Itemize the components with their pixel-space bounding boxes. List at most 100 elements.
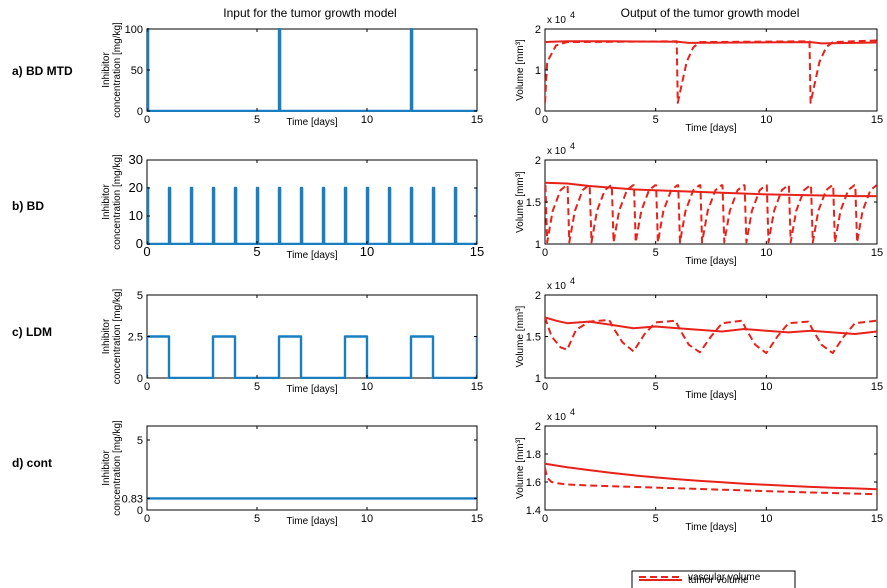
y-tick-label: 0 [535, 106, 541, 118]
data-layer [147, 335, 477, 379]
y-tick-label: 1.5 [526, 197, 541, 209]
y-axis-label: Volume [mm³] [515, 305, 526, 367]
y-tick-label: 1.8 [526, 449, 541, 461]
axes-frame [146, 159, 478, 245]
x-tick-label: 15 [871, 381, 883, 393]
y-tick-label: 10 [129, 208, 143, 223]
y-axis-label: Inhibitorconcentration [mg/kg] [101, 22, 123, 118]
x-tick-label: 0 [144, 114, 150, 126]
y-tick-label: 1 [535, 239, 541, 251]
row-label-b: b) BD [12, 199, 44, 213]
x-tick-label: 15 [871, 114, 883, 126]
x-tick-label: 5 [254, 114, 260, 126]
output-column-title: Output of the tumor growth model [621, 6, 800, 20]
y-exponent-label: x 10 [547, 15, 566, 26]
chart-b-output: 0 5 10 15 1 1.5 2 Time [days] Volume [mm³] x 10 4 [515, 141, 883, 267]
y-axis-label: Inhibitorconcentration [mg/kg] [101, 154, 123, 250]
data-layer [545, 316, 877, 355]
y-axis-label: Inhibitorconcentration [mg/kg] [101, 288, 123, 384]
legend: tumor volume [631, 570, 796, 588]
y-tick-label: 0 [137, 373, 143, 385]
y-tick-label: 5 [137, 435, 143, 447]
x-tick-label: 10 [760, 247, 772, 259]
y-tick-label: 0 [137, 505, 143, 517]
y-tick-label: 2.5 [128, 332, 143, 344]
legend-box [631, 570, 796, 588]
chart-d-input: 0 5 10 15 00.83 5 Time [days] Inhibitorconcentr… [101, 420, 483, 527]
row-label-a: a) BD MTD [12, 64, 73, 78]
x-tick-label: 15 [470, 244, 484, 259]
x-tick-label: 15 [871, 513, 883, 525]
y-axis-label-line: concentration [mg/kg] [112, 22, 123, 118]
x-tick-label: 15 [471, 114, 483, 126]
y-exponent-power: 4 [570, 276, 575, 286]
x-tick-label: 10 [361, 381, 373, 393]
y-exponent-power: 4 [570, 407, 575, 417]
row-label-d: d) cont [12, 456, 52, 470]
x-tick-label: 0 [143, 244, 150, 259]
y-tick-label: 2 [535, 421, 541, 433]
data-layer [545, 181, 877, 244]
x-tick-label: 15 [471, 381, 483, 393]
x-tick-label: 0 [144, 513, 150, 525]
y-tick-label: 2 [535, 24, 541, 36]
vascular-volume-line [545, 317, 877, 355]
data-layer [147, 186, 477, 245]
y-tick-label: 2 [535, 290, 541, 302]
x-axis-label: Time [days] [685, 390, 737, 401]
x-tick-label: 10 [361, 513, 373, 525]
x-tick-label: 15 [471, 513, 483, 525]
chart-a-input: 0 5 10 15 0 50 100 Time [days] Inhibitorconcentr… [101, 22, 483, 128]
x-axis-label: Time [days] [286, 250, 338, 261]
x-tick-label: 10 [360, 244, 374, 259]
y-axis-label-line: Inhibitor [101, 184, 112, 220]
x-tick-label: 10 [760, 381, 772, 393]
x-tick-label: 5 [653, 114, 659, 126]
x-axis-label: Time [days] [286, 384, 338, 395]
y-exponent-label: x 10 [547, 281, 566, 292]
x-tick-label: 10 [760, 513, 772, 525]
y-tick-label: 1.4 [526, 505, 541, 517]
y-axis-label-line: concentration [mg/kg] [112, 420, 123, 516]
y-axis-label: Volume [mm³] [515, 437, 526, 499]
x-tick-label: 5 [254, 381, 260, 393]
y-exponent-power: 4 [570, 141, 575, 151]
legend-tumor-label: tumor volume [688, 575, 749, 586]
y-exponent-label: x 10 [547, 146, 566, 157]
y-axis-label-line: concentration [mg/kg] [112, 154, 123, 250]
row-label-c: c) LDM [12, 325, 52, 339]
x-tick-label: 0 [542, 513, 548, 525]
vascular-volume-line [545, 39, 877, 104]
y-axis-label-line: Volume [mm³] [515, 171, 526, 233]
y-tick-label: 1 [535, 65, 541, 77]
x-axis-label: Time [days] [685, 522, 737, 533]
y-axis-label: Volume [mm³] [515, 171, 526, 233]
y-axis-label-line: Inhibitor [101, 450, 112, 486]
tumor-volume-line [545, 462, 877, 491]
y-tick-label: 5 [137, 290, 143, 302]
y-axis-label-line: Inhibitor [101, 52, 112, 88]
x-axis-label: Time [days] [286, 516, 338, 527]
axes-frame [544, 425, 878, 511]
x-tick-label: 0 [542, 247, 548, 259]
x-tick-label: 0 [542, 381, 548, 393]
legend-vascular-label: vascular volume [688, 572, 761, 583]
y-tick-label: 0 [137, 106, 143, 118]
chart-a-output: 0 5 10 15 0 1 2 Time [days] Volume [mm³] x 10 4 [515, 10, 883, 134]
y-tick-label: 2 [535, 155, 541, 167]
x-tick-label: 5 [653, 513, 659, 525]
y-axis-label: Volume [mm³] [515, 39, 526, 101]
y-axis-label-line: concentration [mg/kg] [112, 288, 123, 384]
y-tick-label: 1.5 [526, 332, 541, 344]
y-tick-label: 100 [125, 24, 143, 36]
vascular-volume-line [545, 467, 877, 496]
x-axis-label: Time [days] [685, 123, 737, 134]
x-tick-label: 0 [542, 114, 548, 126]
x-tick-label: 0 [144, 381, 150, 393]
x-tick-label: 5 [253, 244, 260, 259]
y-axis-label-line: Volume [mm³] [515, 437, 526, 499]
x-tick-label: 5 [653, 381, 659, 393]
x-axis-label: Time [days] [286, 117, 338, 128]
